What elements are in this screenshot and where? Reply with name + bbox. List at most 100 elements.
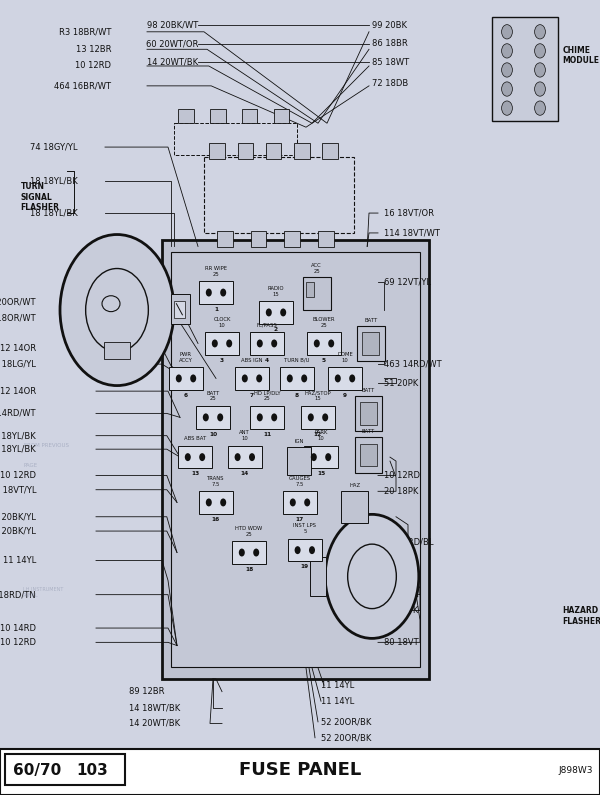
Circle shape [226,339,232,347]
Text: DOME
10: DOME 10 [337,351,353,363]
Circle shape [295,546,301,554]
Text: 11 14YL: 11 14YL [3,556,36,565]
Bar [0,749,600,795]
Bar [259,301,293,324]
Circle shape [253,549,259,556]
Bar [209,143,225,159]
Bar [360,444,377,466]
Circle shape [220,289,226,297]
Bar [250,406,284,429]
Bar [169,367,203,390]
Text: 12 14OR: 12 14OR [0,386,36,396]
Text: FL/PASS: FL/PASS [257,323,277,328]
Circle shape [217,413,223,421]
Circle shape [220,498,226,506]
Bar [5,754,125,785]
Circle shape [190,374,196,382]
Bar [492,17,558,121]
Bar [217,231,233,247]
Bar [174,301,185,318]
Text: 10 12RD: 10 12RD [0,471,36,480]
Text: 105 18RD/TN: 105 18RD/TN [0,590,36,599]
Bar [362,332,379,355]
Text: 13 12BR: 13 12BR [76,45,111,54]
Text: 7: 7 [250,393,254,398]
Bar [288,539,322,561]
Text: 10 14RD: 10 14RD [0,623,36,633]
Circle shape [235,453,241,461]
Text: 16 18VT/OR: 16 18VT/OR [384,208,434,218]
Text: GAUGES
7.5: GAUGES 7.5 [289,475,311,487]
Bar [238,143,253,159]
Text: BATT: BATT [362,388,375,393]
Circle shape [325,453,331,461]
Text: 18 18YL/BK: 18 18YL/BK [30,208,78,218]
Circle shape [322,413,328,421]
Circle shape [206,289,212,297]
Text: 12: 12 [314,432,322,436]
Text: 17: 17 [296,517,304,522]
Circle shape [203,413,209,421]
Circle shape [309,546,315,554]
Circle shape [256,374,262,382]
Text: 12 14OR: 12 14OR [0,343,36,353]
Text: TRANS
7.5: TRANS 7.5 [207,475,225,487]
Text: 114 18VT/WT: 114 18VT/WT [384,228,440,238]
Text: FUSE PANEL: FUSE PANEL [239,762,361,779]
Text: 74 18GY/YL: 74 18GY/YL [31,142,78,152]
Circle shape [502,101,512,115]
Text: 99 20BK: 99 20BK [372,21,407,30]
Text: 464 16BR/WT: 464 16BR/WT [54,81,111,91]
Text: HAZ/STOP
15: HAZ/STOP 15 [305,390,331,401]
Circle shape [199,453,205,461]
Text: 52 20OR/BK: 52 20OR/BK [321,733,371,743]
Circle shape [287,374,293,382]
Text: 16: 16 [212,517,220,522]
Circle shape [502,63,512,77]
Circle shape [206,498,212,506]
Circle shape [502,82,512,96]
Circle shape [271,339,277,347]
Circle shape [301,374,307,382]
Text: 29 18RD/BL: 29 18RD/BL [384,537,433,547]
Text: INST LPS
5: INST LPS 5 [293,523,316,534]
Bar [294,143,310,159]
Bar [162,240,429,679]
Text: HD LP/DLY
25: HD LP/DLY 25 [254,390,280,401]
Bar [199,491,233,514]
Text: 129 20OR/WT: 129 20OR/WT [0,297,36,307]
Text: HTD WDW
25: HTD WDW 25 [235,525,263,537]
Text: 14 20WT/BK: 14 20WT/BK [129,719,180,728]
Bar [287,447,311,475]
Text: 13: 13 [191,471,199,476]
Circle shape [185,453,191,461]
Circle shape [257,413,263,421]
Text: 20 18PK: 20 18PK [384,487,418,496]
Bar [104,342,130,359]
Text: 86 18BR: 86 18BR [372,39,408,48]
Text: 6: 6 [184,393,188,398]
Text: 11 14YL: 11 14YL [321,696,354,706]
Text: 72 18DB: 72 18DB [372,79,408,88]
Bar [171,252,420,667]
Text: 118 14RD/WT: 118 14RD/WT [0,409,36,418]
Bar [304,446,338,468]
Text: 52 20OR/BK: 52 20OR/BK [321,717,371,727]
Circle shape [502,25,512,39]
Text: 238 18VT/YL: 238 18VT/YL [0,485,36,494]
Bar [322,143,338,159]
Bar [301,406,335,429]
Bar [242,109,257,123]
Bar [306,282,314,297]
Text: CHIME
MODULE: CHIME MODULE [562,46,599,65]
Text: PAGE: PAGE [24,463,38,467]
Circle shape [314,339,320,347]
Circle shape [325,514,419,638]
Circle shape [280,308,286,316]
Text: PARK
10: PARK 10 [314,430,328,441]
Bar [232,541,266,564]
Circle shape [249,453,255,461]
Bar [205,332,239,355]
Circle shape [502,44,512,58]
Circle shape [304,498,310,506]
